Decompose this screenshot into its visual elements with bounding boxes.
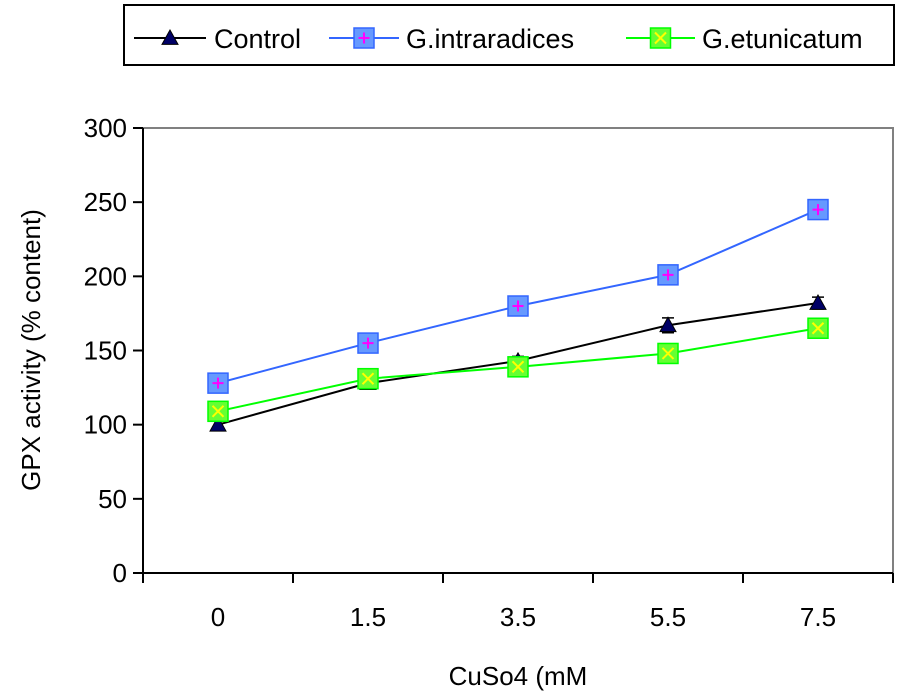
y-tick-label: 150 xyxy=(84,336,127,366)
data-point xyxy=(807,317,829,339)
marker-x xyxy=(361,372,375,385)
data-point xyxy=(357,332,379,354)
plot-area xyxy=(142,127,894,574)
series-g-etunicatum xyxy=(207,317,829,423)
legend-entry: G.intraradices xyxy=(329,24,574,54)
y-tick-label: 0 xyxy=(113,558,127,588)
x-tick-label: 7.5 xyxy=(800,602,836,632)
data-point xyxy=(507,295,529,317)
x-tick-label: 3.5 xyxy=(500,602,536,632)
y-axis-title: GPX activity (% content) xyxy=(16,209,46,491)
legend: Control G.intraradices G.etunicatum xyxy=(123,4,895,66)
axes: 0 50 100 150 200 250 300 0 1.5 3.5 5.5 7.5 xyxy=(84,113,894,632)
data-point xyxy=(657,264,679,286)
data-point xyxy=(507,356,529,378)
data-point xyxy=(357,367,379,390)
marker-plus xyxy=(362,337,374,349)
marker-plus xyxy=(812,204,824,216)
legend-label: G.etunicatum xyxy=(702,24,863,54)
y-tick-label: 50 xyxy=(98,484,127,514)
data-point xyxy=(807,198,829,221)
data-point xyxy=(207,400,229,423)
marker-triangle xyxy=(659,316,677,333)
y-tick-label: 200 xyxy=(84,261,127,291)
marker-plus xyxy=(212,377,224,389)
x-tick-label: 0 xyxy=(211,602,225,632)
legend-items: Control G.intraradices G.etunicatum xyxy=(134,24,863,54)
x-tick-label: 5.5 xyxy=(650,602,686,632)
marker-plus xyxy=(512,300,524,312)
legend-entry: G.etunicatum xyxy=(626,24,863,54)
x-tick-label: 1.5 xyxy=(350,602,386,632)
marker-x xyxy=(511,360,525,374)
legend-label: G.intraradices xyxy=(406,24,574,54)
x-axis-title: CuSo4 (mM xyxy=(449,661,588,691)
data-point xyxy=(209,415,227,432)
data-point xyxy=(659,316,677,333)
data-point xyxy=(809,294,827,310)
marker-x xyxy=(211,405,225,418)
y-tick-label: 250 xyxy=(84,187,127,217)
data-point xyxy=(207,372,229,394)
marker-triangle xyxy=(209,415,227,432)
marker-plus xyxy=(358,32,370,44)
y-tick-label: 100 xyxy=(84,410,127,440)
legend-label: Control xyxy=(214,24,301,54)
marker-plus xyxy=(662,269,674,281)
y-tick-label: 300 xyxy=(84,113,127,143)
marker-x xyxy=(811,322,825,335)
legend-box xyxy=(123,4,895,66)
legend-entry: Control xyxy=(134,24,301,54)
data-point xyxy=(657,342,679,365)
marker-x xyxy=(654,31,667,45)
marker-x xyxy=(661,347,675,360)
marker-triangle xyxy=(161,28,179,45)
marker-triangle xyxy=(809,294,827,310)
series-g-intraradices xyxy=(207,198,829,394)
series-layer xyxy=(207,198,829,432)
